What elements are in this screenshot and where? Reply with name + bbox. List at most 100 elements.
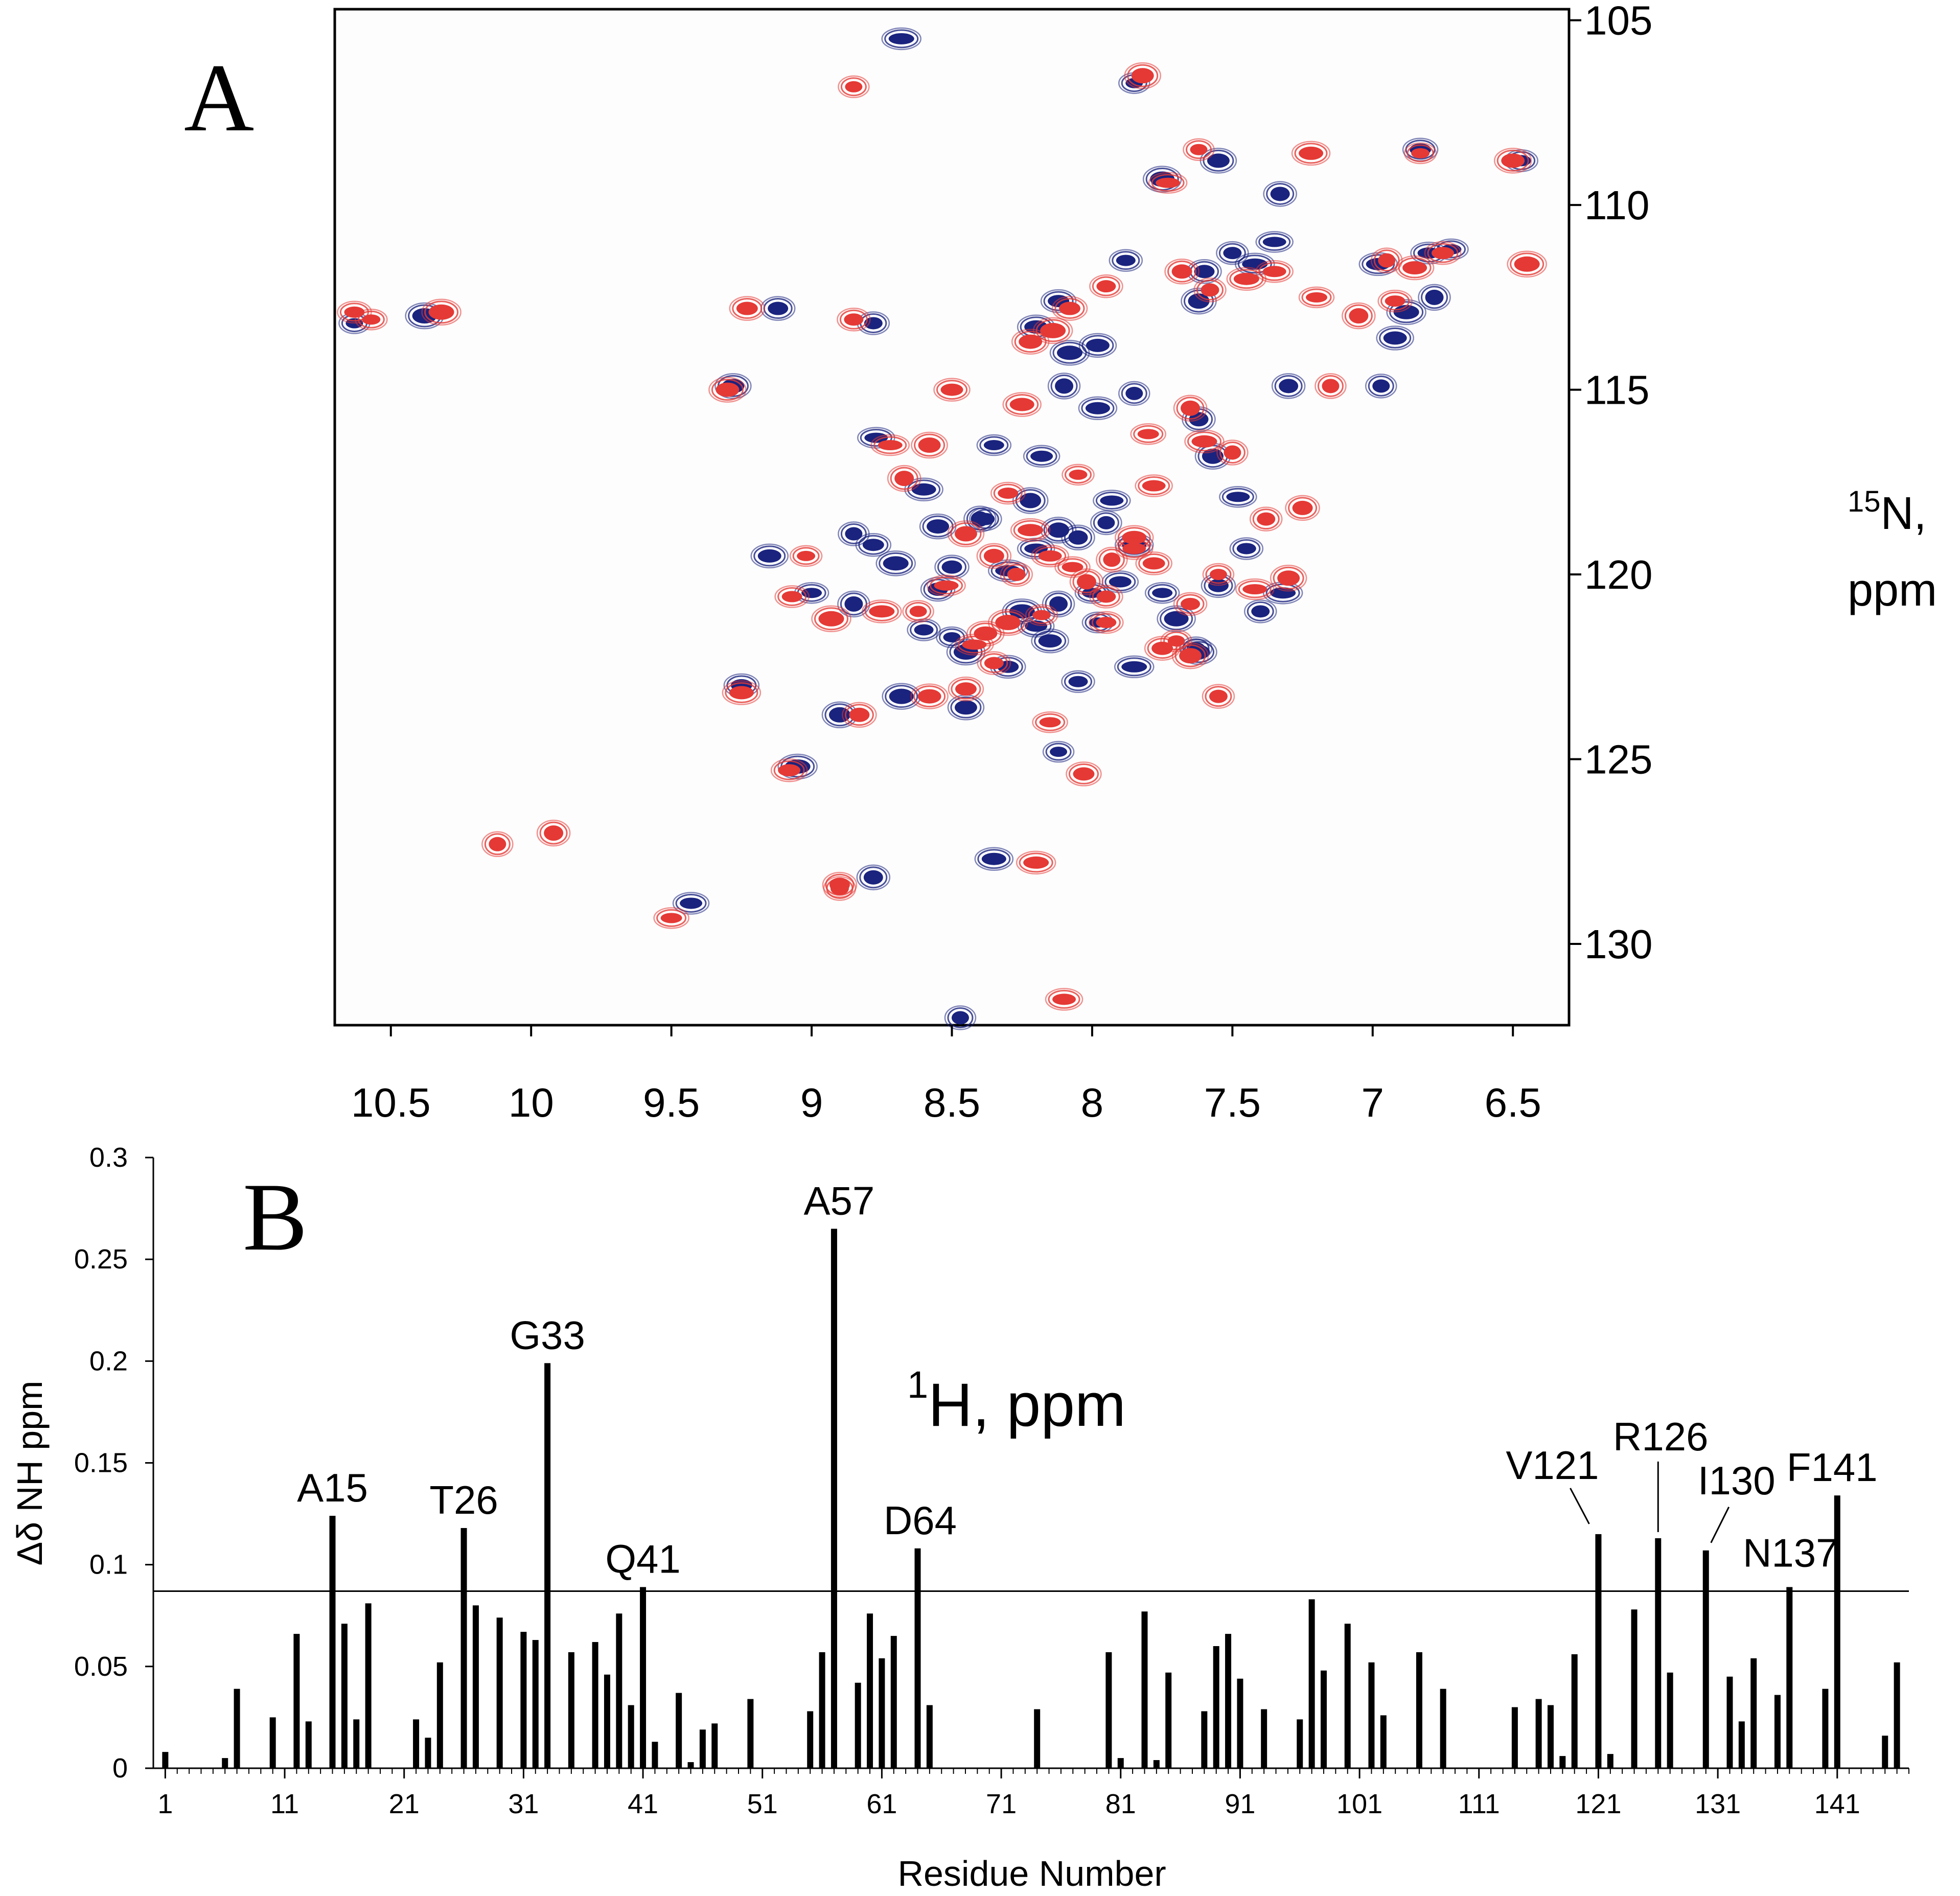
peak-red-42	[1202, 563, 1235, 586]
peak-red-75	[1493, 148, 1532, 174]
peak-red-3	[708, 377, 747, 403]
annotation-leader	[1710, 1507, 1730, 1543]
peak-red-15	[481, 831, 514, 858]
proton-axis: 10.5 10 9.5 9 8.5 8 7.5 7 6.5	[351, 1025, 1541, 1125]
panel-a-hsqc-spectrum: A 10.5 10 9.5 9 8.5 8 7.5 7 6.5 1051101151201251…	[184, 0, 1937, 1439]
bar-residue-55	[807, 1711, 814, 1768]
annotation-T26: T26	[429, 1477, 498, 1522]
peak-red-13	[653, 907, 689, 929]
bar-residue-97	[1308, 1599, 1315, 1768]
annotation-A15: A15	[297, 1465, 368, 1510]
bar-residue-41	[640, 1587, 647, 1768]
bar-residue-64	[914, 1548, 921, 1768]
peak-blue-21	[934, 554, 970, 580]
delta-axis: 0 0.05 0.1 0.15 0.2 0.25 0.3	[74, 1142, 154, 1784]
peak-red-6	[838, 75, 870, 99]
nitrogen-tick-label: 105	[1584, 0, 1652, 43]
bar-residue-126	[1655, 1538, 1662, 1768]
bar-residue-89	[1213, 1646, 1219, 1768]
spectrum-plot-frame	[333, 8, 1571, 1027]
peak-red-46	[1249, 506, 1283, 531]
delta-tick-label: 0.05	[74, 1651, 128, 1682]
bar-residue-47	[711, 1723, 718, 1768]
peak-red-60	[1183, 138, 1215, 161]
peak-red-81	[822, 872, 858, 898]
residue-tick-label: 31	[508, 1789, 539, 1819]
annotation-A57: A57	[804, 1178, 875, 1223]
proton-axis-title-text: H, ppm	[928, 1371, 1126, 1439]
peak-blue-89	[1229, 537, 1264, 560]
peak-blue-42	[1219, 485, 1257, 508]
peak-red-36	[1089, 611, 1124, 634]
peak-red-57	[1011, 329, 1050, 355]
delta-tick-label: 0	[112, 1753, 128, 1784]
residue-tick-label: 21	[389, 1789, 420, 1819]
bar-residue-33	[544, 1363, 551, 1768]
bar-residue-121	[1595, 1534, 1602, 1768]
peak-red-41	[1173, 592, 1208, 616]
peak-blue-50	[1049, 340, 1090, 366]
peak-blue-69	[1376, 326, 1414, 351]
peak-red-47	[1184, 429, 1225, 454]
bar-residue-17	[353, 1719, 360, 1768]
residue-tick-label: 51	[747, 1789, 778, 1819]
residue-tick-label: 81	[1105, 1789, 1136, 1819]
peak-red-68	[1342, 302, 1376, 330]
peak-red-20	[811, 605, 851, 633]
bar-residue-10	[269, 1717, 276, 1768]
peak-red-51	[1216, 440, 1249, 466]
bar-residue-7	[234, 1689, 240, 1768]
peak-red-11	[1016, 850, 1056, 875]
residue-tick-label: 1	[157, 1789, 173, 1819]
peak-red-44	[1270, 565, 1307, 592]
bar-residue-100	[1344, 1624, 1351, 1768]
bar-residue-117	[1547, 1705, 1554, 1768]
delta-tick-label: 0.2	[89, 1346, 128, 1376]
delta-tick-label: 0.15	[74, 1448, 128, 1478]
bar-residue-133	[1738, 1721, 1745, 1768]
bar-residue-50	[747, 1699, 754, 1768]
peak-red-83	[862, 599, 902, 623]
delta-tick-label: 0.1	[89, 1550, 128, 1580]
bar-residue-137	[1786, 1587, 1793, 1768]
peak-red-58	[1051, 296, 1088, 321]
bar-residue-23	[425, 1738, 431, 1768]
peak-red-35	[1135, 551, 1172, 575]
peak-red-73	[1403, 142, 1437, 165]
peak-red-37	[1025, 604, 1058, 626]
peak-red-49	[1130, 423, 1166, 445]
nitrogen-axis-title-line2: ppm	[1848, 565, 1937, 616]
proton-tick-label: 7	[1362, 1080, 1385, 1125]
peak-blue-60	[1255, 231, 1294, 253]
proton-tick-label: 6.5	[1485, 1080, 1541, 1125]
peak-blue-5	[881, 27, 921, 51]
bar-residue-26	[460, 1528, 467, 1768]
bar-residue-136	[1774, 1695, 1781, 1768]
residue-tick-label: 121	[1575, 1789, 1621, 1819]
bar-residue-93	[1261, 1709, 1267, 1768]
peak-red-52	[1002, 392, 1042, 417]
bar-residue-145	[1882, 1736, 1888, 1768]
peak-blue-26	[1061, 524, 1095, 551]
nitrogen-axis: 105 110 115 120 125 130	[1569, 0, 1652, 967]
bar-residue-35	[568, 1652, 574, 1768]
residue-tick-label: 111	[1458, 1789, 1500, 1819]
peak-blue-88	[855, 533, 892, 557]
bar-residue-42	[652, 1742, 658, 1768]
annotation-leader	[1570, 1488, 1590, 1524]
residue-tick-label: 131	[1695, 1789, 1741, 1819]
bar-residue-45	[687, 1762, 694, 1768]
bar-residue-103	[1380, 1715, 1387, 1768]
peak-red-80	[1171, 642, 1209, 669]
red-peak-series	[337, 62, 1547, 1011]
bar-residue-56	[819, 1652, 825, 1768]
bar-residue-59	[855, 1682, 861, 1768]
bar-residue-65	[926, 1705, 933, 1768]
delta-tick-label: 0.25	[74, 1244, 128, 1275]
bar-residue-22	[413, 1719, 420, 1768]
bar-residue-12	[293, 1634, 300, 1768]
peak-red-28	[1000, 562, 1033, 587]
bar-residue-130	[1702, 1550, 1709, 1768]
